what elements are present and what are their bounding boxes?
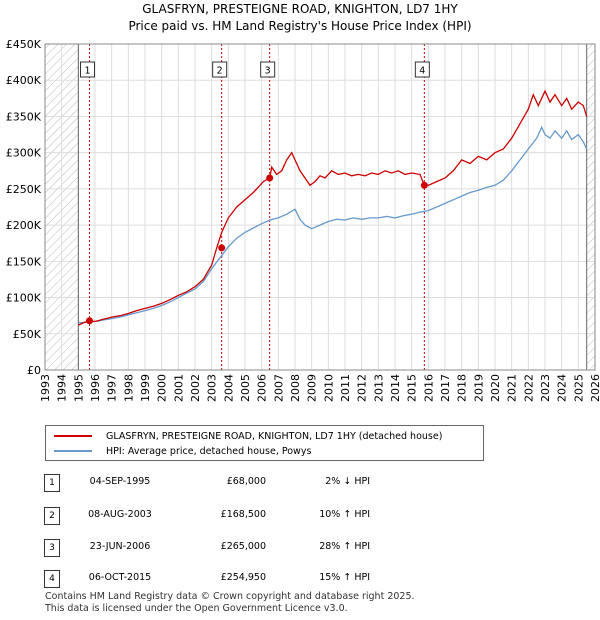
transaction-number: 2 <box>44 507 60 525</box>
sale-label: 2 <box>217 66 223 77</box>
x-tick-label: 2004 <box>222 374 235 402</box>
y-tick-label: £50K <box>13 328 42 341</box>
y-tick-label: £150K <box>6 255 42 268</box>
transaction-row: 4 06-OCT-2015 £254,950 15% ↑ HPI <box>0 570 600 588</box>
transaction-number: 1 <box>44 474 60 492</box>
x-tick-label: 2003 <box>206 374 219 402</box>
transaction-number: 3 <box>44 539 60 557</box>
x-tick-label: 1994 <box>56 374 69 402</box>
legend-property: GLASFRYN, PRESTEIGNE ROAD, KNIGHTON, LD7… <box>54 429 442 443</box>
sale-label: 4 <box>419 66 425 77</box>
transaction-date: 23-JUN-2006 <box>89 541 151 552</box>
x-tick-label: 2024 <box>556 374 569 402</box>
footer-licence: This data is licensed under the Open Gov… <box>45 603 348 614</box>
legend-property-swatch <box>54 435 92 437</box>
transaction-price: £254,950 <box>220 572 266 583</box>
x-tick-label: 1993 <box>39 374 52 402</box>
sale-label-box <box>414 61 430 78</box>
legend: GLASFRYN, PRESTEIGNE ROAD, KNIGHTON, LD7… <box>45 425 484 461</box>
x-tick-label: 2025 <box>572 374 585 402</box>
property-line <box>78 89 588 326</box>
x-tick-label: 2000 <box>156 374 169 402</box>
x-tick-label: 1998 <box>122 374 135 402</box>
y-tick-label: £100K <box>6 292 42 305</box>
x-tick-label: 2008 <box>289 374 302 402</box>
x-tick-label: 2023 <box>539 374 552 402</box>
x-tick-label: 2015 <box>406 374 419 402</box>
chart-title: GLASFRYN, PRESTEIGNE ROAD, KNIGHTON, LD7… <box>142 2 458 16</box>
x-tick-label: 2007 <box>272 374 285 402</box>
x-tick-label: 2012 <box>356 374 369 402</box>
x-tick-label: 1997 <box>106 374 119 402</box>
transaction-date: 04-SEP-1995 <box>89 476 151 487</box>
transaction-date: 06-OCT-2015 <box>88 572 152 583</box>
hatch-after <box>586 44 595 370</box>
transaction-row: 1 04-SEP-1995 £68,000 2% ↓ HPI <box>0 474 600 492</box>
chart-subtitle: Price paid vs. HM Land Registry's House … <box>128 19 472 33</box>
footer-copyright: Contains HM Land Registry data © Crown c… <box>45 591 415 602</box>
transaction-row: 3 23-JUN-2006 £265,000 28% ↑ HPI <box>0 539 600 557</box>
sale-label-box <box>212 61 228 78</box>
sale-point <box>86 317 93 325</box>
y-tick-label: £300K <box>6 147 42 160</box>
x-tick-label: 2021 <box>506 374 519 402</box>
sale-point <box>266 174 274 182</box>
x-tick-label: 2011 <box>339 374 352 402</box>
x-tick-label: 1996 <box>89 374 102 402</box>
x-tick-label: 2005 <box>239 374 252 402</box>
y-tick-label: £0 <box>27 364 41 377</box>
sale-label-box <box>260 61 276 78</box>
sale-label: 1 <box>84 66 90 77</box>
transaction-hpi: 28% ↑ HPI <box>319 541 370 552</box>
y-tick-label: £450K <box>6 38 42 51</box>
x-tick-label: 2014 <box>389 374 402 402</box>
transaction-price: £265,000 <box>220 541 266 552</box>
x-tick-label: 2026 <box>589 374 600 402</box>
x-tick-label: 2006 <box>256 374 269 402</box>
sale-label: 3 <box>265 66 271 77</box>
x-tick-label: 2022 <box>522 374 535 402</box>
hpi-line <box>78 125 588 324</box>
plot-area <box>45 44 595 370</box>
x-tick-label: 2016 <box>422 374 435 402</box>
legend-hpi-swatch <box>54 450 92 452</box>
legend-property-label: GLASFRYN, PRESTEIGNE ROAD, KNIGHTON, LD7… <box>106 430 443 442</box>
plot-frame <box>44 43 596 371</box>
x-tick-label: 2001 <box>172 374 185 402</box>
transaction-number: 4 <box>44 570 60 588</box>
x-tick-label: 2009 <box>306 374 319 402</box>
x-tick-label: 2020 <box>489 374 502 402</box>
transaction-date: 08-AUG-2003 <box>88 509 152 520</box>
y-tick-label: £200K <box>6 219 42 232</box>
x-tick-label: 2002 <box>189 374 202 402</box>
sale-label-box <box>80 61 95 78</box>
transaction-row: 2 08-AUG-2003 £168,500 10% ↑ HPI <box>0 507 600 525</box>
x-tick-label: 1995 <box>72 374 85 402</box>
transaction-price: £68,000 <box>226 476 266 487</box>
y-tick-label: £350K <box>6 110 42 123</box>
transaction-hpi: 15% ↑ HPI <box>319 572 370 583</box>
transaction-hpi: 2% ↓ HPI <box>325 476 370 487</box>
x-tick-label: 2017 <box>439 374 452 402</box>
transaction-price: £168,500 <box>220 509 266 520</box>
y-tick-label: £400K <box>6 74 42 87</box>
x-tick-label: 2019 <box>472 374 485 402</box>
legend-hpi-label: HPI: Average price, detached house, Powy… <box>106 445 312 457</box>
x-tick-label: 1999 <box>139 374 152 402</box>
sale-point <box>218 244 226 252</box>
x-tick-label: 2018 <box>456 374 469 402</box>
legend-hpi: HPI: Average price, detached house, Powy… <box>54 444 311 458</box>
transaction-hpi: 10% ↑ HPI <box>319 509 370 520</box>
x-tick-label: 2010 <box>322 374 335 402</box>
sale-point <box>420 181 428 189</box>
y-tick-label: £250K <box>6 183 42 196</box>
x-tick-label: 2013 <box>372 374 385 402</box>
price-chart: 1 2 3 4 £0 £50K £100K £150K £200K £250K £300K £350K… <box>6 38 600 402</box>
